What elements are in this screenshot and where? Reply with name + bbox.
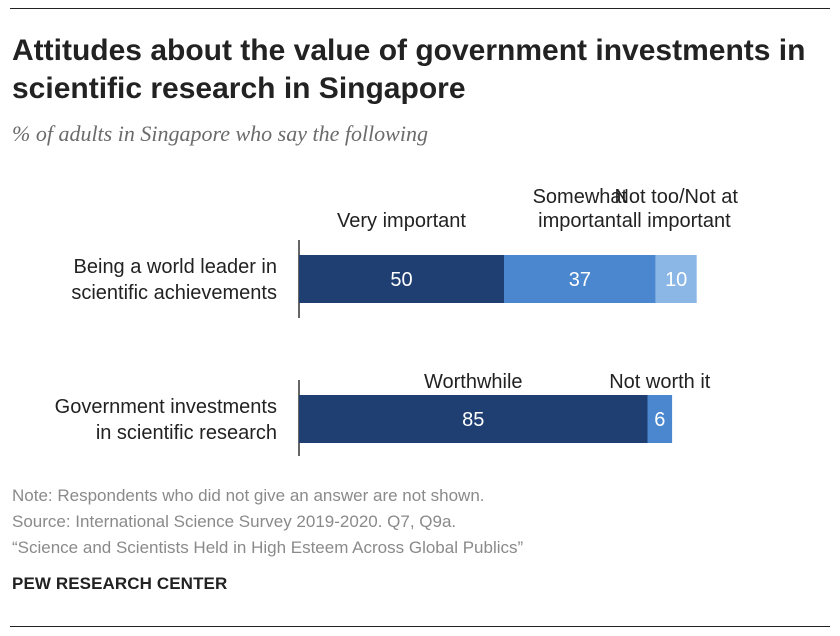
- category-label: in scientific research: [96, 422, 277, 444]
- pew-logo-text: PEW RESEARCH CENTER: [12, 574, 228, 593]
- bar-value-label: 85: [462, 409, 484, 431]
- chart-subtitle: % of adults in Singapore who say the fol…: [12, 121, 428, 146]
- bar-segment: [647, 395, 673, 443]
- bar-value-label: 37: [569, 269, 591, 291]
- chart-notes: Note: Respondents who did not give an an…: [12, 483, 523, 561]
- series-label: important: [538, 210, 622, 232]
- top-rule: [10, 8, 830, 9]
- series-label: all important: [622, 210, 731, 232]
- bar-segment: [504, 255, 656, 303]
- series-label: Not worth it: [609, 371, 711, 393]
- bar-segment: [655, 255, 697, 303]
- bar-segment: [299, 395, 648, 443]
- report-text: “Science and Scientists Held in High Est…: [12, 538, 524, 557]
- bottom-rule: [10, 626, 830, 627]
- stacked-bar-chart: Being a world leader in scientific achiev…: [55, 186, 738, 456]
- series-label: Worthwhile: [424, 371, 523, 393]
- series-label: Somewhat: [533, 186, 628, 208]
- bar-value-label: 6: [654, 409, 665, 431]
- bar-value-label: 10: [665, 269, 687, 291]
- series-label: Very important: [337, 210, 466, 232]
- category-label: Being a world leader in: [74, 256, 277, 278]
- series-label: Not too/Not at: [614, 186, 738, 208]
- chart-title: Attitudes about the value of government …: [12, 34, 806, 105]
- source-text: Source: International Science Survey 201…: [12, 512, 457, 531]
- bar-value-label: 50: [390, 269, 412, 291]
- bar-segment: [299, 255, 504, 303]
- category-label: scientific achievements: [71, 282, 277, 304]
- category-label: Government investments: [55, 396, 277, 418]
- note-text: Note: Respondents who did not give an an…: [12, 486, 485, 505]
